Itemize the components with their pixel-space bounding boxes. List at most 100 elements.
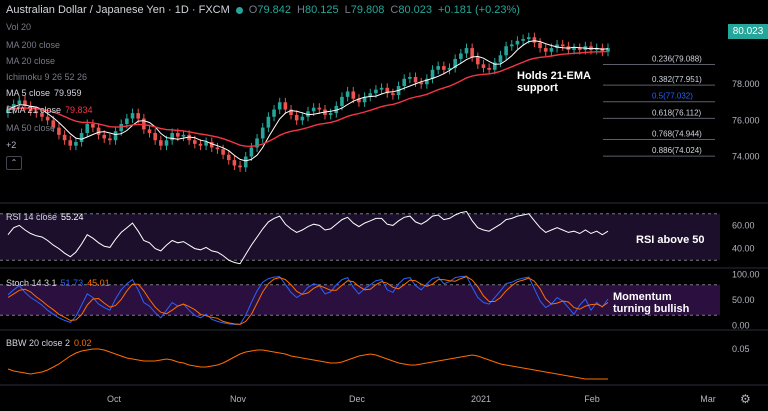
legend-ma20[interactable]: MA 20 close (6, 56, 56, 66)
candle (311, 107, 316, 112)
ema-annotation: Holds 21-EMA support (517, 70, 591, 94)
legend-vol[interactable]: Vol 20 (6, 22, 32, 32)
candle (459, 53, 463, 59)
rsi-line (7, 210, 609, 265)
price-axes: 78.000 76.000 74.000 (0, 79, 768, 386)
candle (589, 46, 593, 50)
candle (413, 76, 418, 83)
fib-label: 0.5(77.032) (652, 92, 693, 101)
stoch-band (0, 284, 720, 316)
time-tick: Feb (584, 394, 600, 404)
candle (300, 116, 305, 121)
candle (317, 107, 322, 110)
candle (74, 142, 78, 146)
stoch-k-line (7, 275, 609, 325)
price-change: +0.181 (+0.23%) (438, 4, 520, 16)
candle (464, 48, 469, 54)
candle (187, 134, 191, 141)
fib-label: 0.886(74.024) (652, 146, 702, 155)
candle (45, 116, 50, 121)
candle (147, 129, 152, 134)
current-price-label: 80.023 (728, 24, 768, 39)
candle (430, 69, 435, 79)
candle (209, 142, 214, 148)
ohlc-o: O79.842 (248, 4, 291, 16)
rsi-annotation: RSI above 50 (636, 234, 705, 246)
candle (328, 113, 333, 115)
candle (249, 147, 254, 157)
legend-ichimoku[interactable]: Ichimoku 9 26 52 26 (6, 72, 88, 82)
candle (577, 48, 582, 50)
bbw-title[interactable]: BBW 20 close 2 0.02 (6, 338, 92, 348)
candle (108, 138, 112, 141)
time-tick: Nov (230, 394, 247, 404)
candle (492, 62, 497, 70)
candle (543, 48, 548, 52)
collapse-legend-button[interactable]: ⌃ (6, 156, 22, 170)
candle (40, 113, 44, 117)
stoch-title[interactable]: Stoch 14 3 1 51.73 45.01 (6, 278, 110, 288)
candle (419, 82, 424, 85)
settings-gear-icon[interactable]: ⚙ (740, 392, 751, 406)
candle (362, 96, 367, 103)
rsi-title[interactable]: RSI 14 close 55.24 (6, 212, 84, 222)
symbol-title[interactable]: Australian Dollar / Japanese Yen · 1D · … (6, 4, 230, 16)
candle (176, 133, 180, 137)
candle (538, 42, 542, 49)
candle (504, 46, 508, 56)
candle (204, 142, 208, 146)
symbol-header: Australian Dollar / Japanese Yen · 1D · … (6, 4, 520, 16)
candle (487, 67, 491, 70)
candle (192, 140, 197, 144)
candle (555, 44, 559, 49)
legend-ma200[interactable]: MA 200 close (6, 40, 61, 50)
more-indicators[interactable]: +2 (6, 140, 17, 150)
rsi-tick: 60.00 (732, 220, 755, 230)
candle (368, 93, 373, 97)
time-tick: Dec (349, 394, 366, 404)
candle (294, 114, 299, 121)
candle (142, 118, 146, 130)
candle (255, 138, 259, 148)
bbw-tick: 0.05 (732, 344, 750, 354)
stoch-annotation: Momentum turning bullish (613, 291, 690, 315)
fib-levels: 0.236(79.088) 0.382(77.951) 0.5(77.032) 0.6… (603, 55, 715, 157)
price-tick: 78.000 (732, 79, 760, 89)
candle (136, 113, 140, 119)
stoch-pane: 100.00 50.00 0.00 (0, 270, 760, 330)
rsi-tick: 40.00 (732, 244, 755, 254)
price-tick: 74.000 (732, 152, 760, 162)
candle (62, 134, 67, 141)
candle (509, 44, 514, 47)
candle (391, 93, 395, 96)
candle (91, 123, 95, 128)
candle (425, 78, 429, 85)
legend-ma5[interactable]: MA 5 close 79.959 (6, 88, 82, 98)
candle (238, 165, 242, 168)
legend-ma50[interactable]: MA 50 close (6, 123, 56, 133)
candle (51, 120, 56, 128)
bbw-line (7, 348, 608, 380)
candle (226, 154, 231, 161)
candle (374, 89, 378, 94)
candle (594, 48, 599, 50)
stoch-tick: 50.00 (732, 295, 755, 305)
candle (289, 109, 293, 115)
stoch-d-line (7, 276, 609, 325)
fib-label: 0.768(74.944) (652, 129, 702, 138)
fib-label: 0.382(77.951) (652, 75, 702, 84)
candle (436, 66, 440, 70)
market-status-icon (235, 6, 243, 14)
candle (306, 111, 310, 117)
candle (521, 39, 525, 41)
candle (470, 48, 474, 58)
candle (119, 123, 124, 132)
candle (385, 87, 390, 94)
candle (334, 105, 339, 114)
legend-ema21[interactable]: EMA 21 close 79.834 (6, 105, 93, 115)
candle (232, 160, 237, 166)
candles (6, 32, 610, 172)
candle (357, 98, 361, 103)
candle (23, 100, 27, 106)
